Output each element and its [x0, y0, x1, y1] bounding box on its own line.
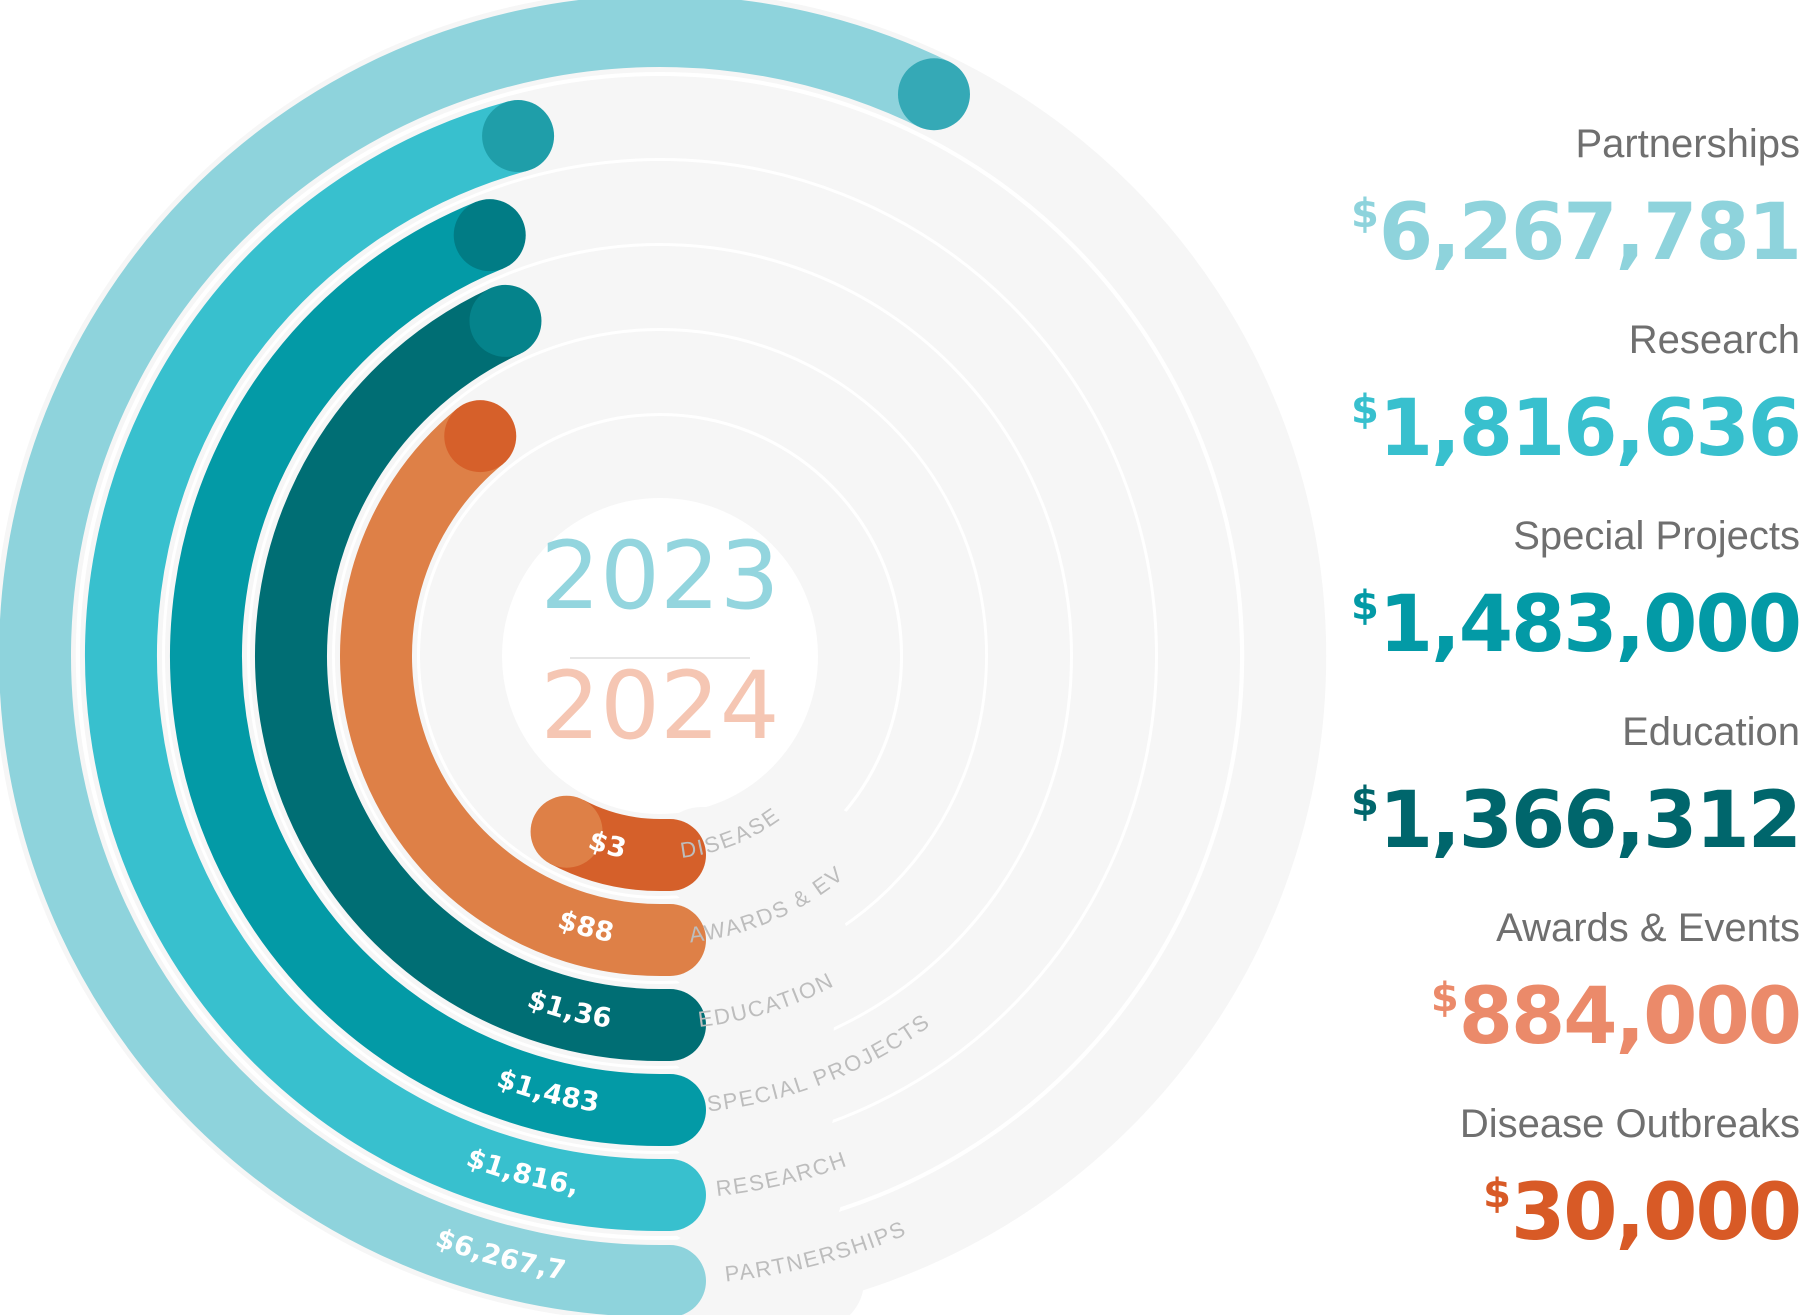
- legend-item-awards-events: Awards & Events $884,000: [1340, 904, 1800, 1100]
- arc-cap-partnerships: [897, 58, 970, 131]
- arc-cap-disease-outbreaks: [530, 795, 603, 868]
- arc-cap-education: [469, 284, 542, 357]
- legend-name: Awards & Events: [1496, 906, 1800, 950]
- legend-amount: $1,483,000: [1340, 560, 1800, 671]
- dollar-sign: $: [1350, 779, 1379, 825]
- arc-start-partnerships: [660, 1245, 706, 1315]
- arc-start-disease-outbreaks: [660, 819, 706, 891]
- radial-bar-chart: $6,267,781$1,816,636$1,483,000$1,366,312…: [0, 0, 970, 1315]
- year-center: 2023 2024: [540, 522, 779, 761]
- arc-cap-special-projects: [453, 199, 526, 272]
- arc-start-research: [660, 1159, 706, 1231]
- legend-amount-value: 1,816,636: [1378, 384, 1800, 474]
- legend-amount: $30,000: [1340, 1148, 1800, 1259]
- arc-research: [85, 101, 661, 1231]
- dollar-sign: $: [1350, 191, 1379, 237]
- legend-item-research: Research $1,816,636: [1340, 316, 1800, 512]
- arc-education: [255, 288, 661, 1061]
- track-disease-outbreaks: [420, 415, 900, 896]
- legend-amount: $884,000: [1340, 952, 1800, 1063]
- legend-name: Education: [1622, 710, 1800, 754]
- dollar-sign: $: [1350, 583, 1379, 629]
- arc-start-awards-events: [660, 904, 706, 976]
- legend-item-special-projects: Special Projects $1,483,000: [1340, 512, 1800, 708]
- legend-amount-value: 1,366,312: [1378, 776, 1800, 866]
- year-2023: 2023: [540, 522, 779, 631]
- legend-name: Disease Outbreaks: [1459, 1102, 1800, 1146]
- track-end-special-projects: [654, 1062, 834, 1158]
- legend-name: Research: [1628, 318, 1800, 362]
- arc-cap-research: [482, 100, 555, 173]
- dollar-sign: $: [1350, 387, 1379, 433]
- dollar-sign: $: [1483, 1171, 1511, 1217]
- arc-special-projects: [170, 201, 661, 1146]
- track-end-partnerships: [654, 1233, 864, 1315]
- arc-start-special-projects: [660, 1074, 706, 1146]
- legend-amount-value: 1,483,000: [1378, 580, 1800, 670]
- track-end-education: [654, 977, 834, 1073]
- legend-amount-value: 6,267,781: [1378, 188, 1800, 278]
- year-2024: 2024: [540, 652, 779, 761]
- legend-item-disease-outbreaks: Disease Outbreaks $30,000: [1340, 1100, 1800, 1296]
- legend-amount-value: 30,000: [1511, 1168, 1800, 1258]
- dollar-sign: $: [1430, 975, 1459, 1021]
- arc-partnerships: [0, 0, 950, 1315]
- track-end-awards-events: [654, 892, 848, 988]
- arc-cap-awards-events: [444, 400, 517, 473]
- legend-amount-value: 884,000: [1458, 972, 1800, 1062]
- legend-item-partnerships: Partnerships $6,267,781: [1340, 120, 1800, 316]
- legend-amount: $6,267,781: [1340, 168, 1800, 279]
- legend: Partnerships $6,267,781 Research $1,816,636…: [1340, 120, 1800, 1296]
- legend-item-education: Education $1,366,312: [1340, 708, 1800, 904]
- arc-awards-events: [340, 408, 661, 976]
- legend-amount: $1,816,636: [1340, 364, 1800, 475]
- arc-start-education: [660, 989, 706, 1061]
- legend-amount: $1,366,312: [1340, 756, 1800, 867]
- legend-name: Special Projects: [1513, 514, 1800, 558]
- track-end-research: [654, 1147, 842, 1243]
- track-end-disease-outbreaks: [654, 807, 874, 903]
- legend-name: Partnerships: [1575, 122, 1800, 166]
